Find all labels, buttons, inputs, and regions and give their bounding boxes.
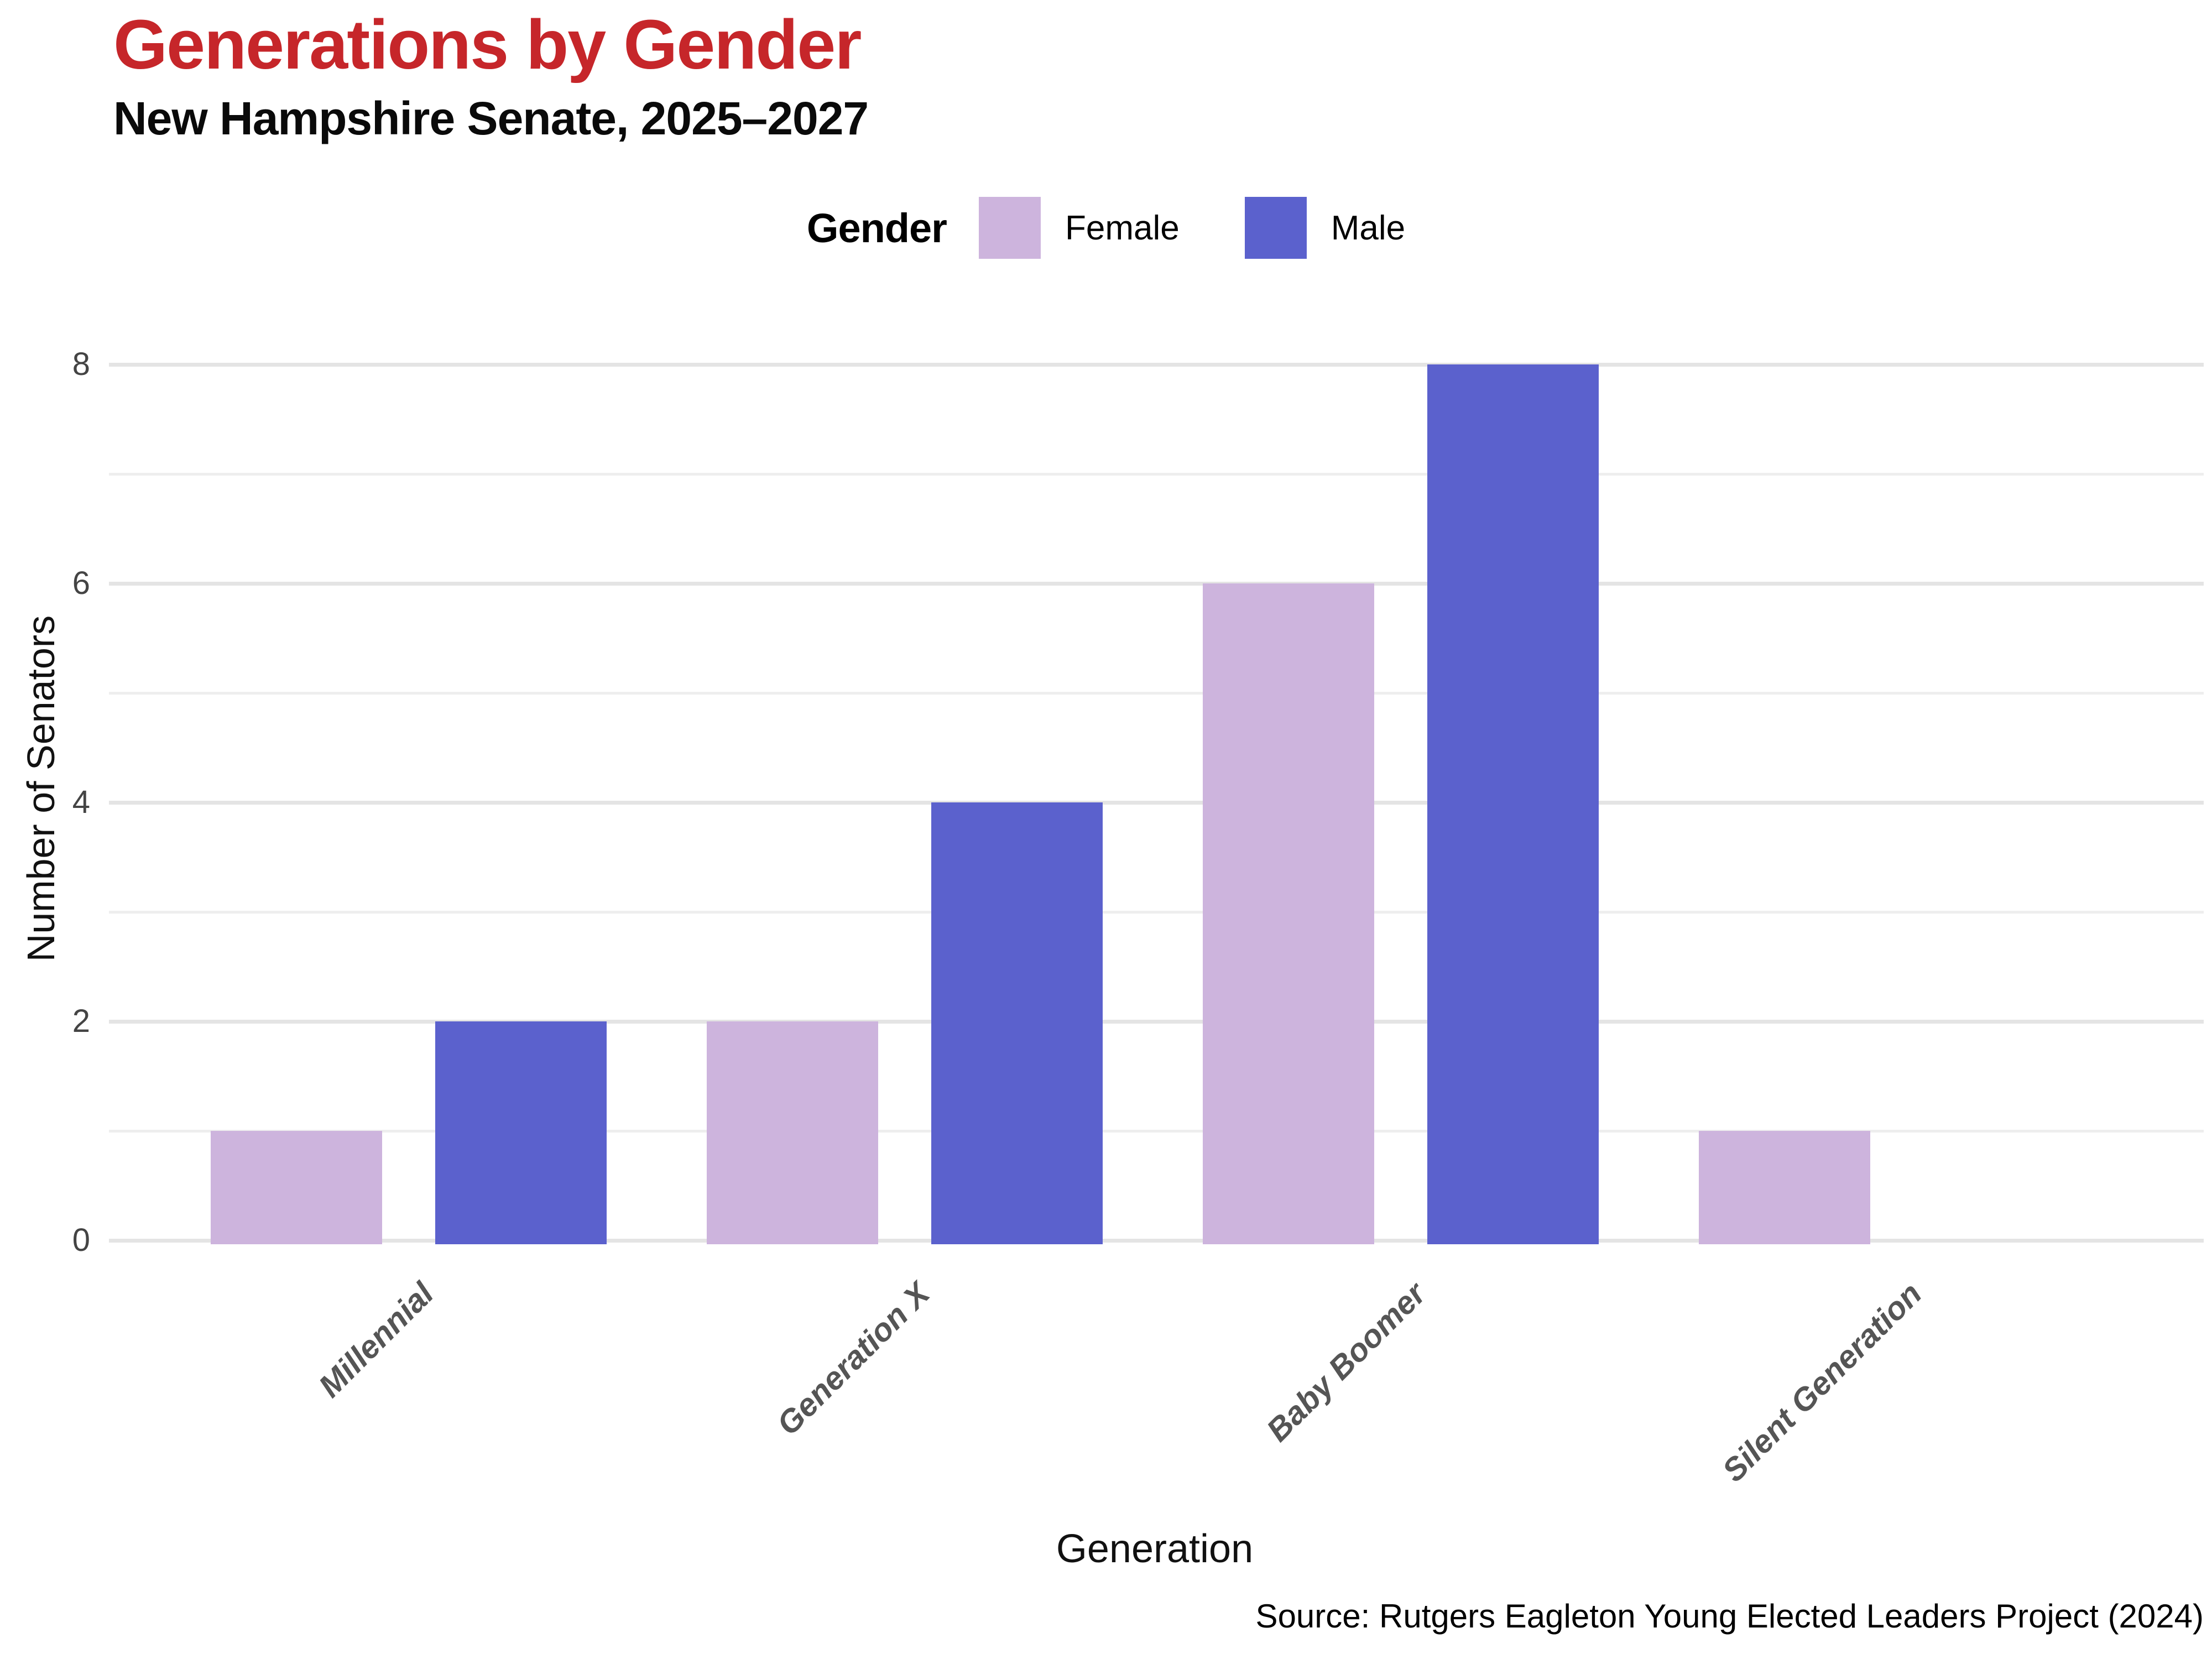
y-tick-label-8: 8 [72,346,90,382]
bar-millennial-female [211,1131,382,1244]
minor-gridline-7 [109,473,2204,476]
chart-subtitle: New Hampshire Senate, 2025–2027 [113,92,869,144]
major-gridline-0 [109,1239,2204,1243]
legend-swatch-male [1244,197,1307,259]
y-tick-label-0: 0 [72,1222,90,1258]
bar-millennial-male [435,1021,607,1244]
y-tick-label-4: 4 [72,784,90,820]
major-gridline-8 [109,363,2204,367]
legend-label-male: Male [1331,208,1406,247]
y-axis-title: Number of Senators [19,615,62,962]
y-tick-label-6: 6 [72,565,90,601]
source-note: Source: Rutgers Eagleton Young Elected L… [1255,1598,2204,1635]
minor-gridline-3 [109,911,2204,914]
chart-title: Generations by Gender [113,6,862,84]
legend-swatch-female [978,197,1041,259]
bar-baby-boomer-female [1203,583,1374,1244]
bar-silent-generation-female [1699,1131,1870,1244]
major-gridline-2 [109,1020,2204,1024]
minor-gridline-5 [109,692,2204,695]
bar-baby-boomer-male [1427,364,1599,1244]
x-axis-title: Generation [1056,1527,1254,1571]
major-gridline-6 [109,582,2204,586]
legend-label-female: Female [1065,208,1180,247]
major-gridline-4 [109,801,2204,805]
legend-title: Gender [806,205,947,251]
legend: Gender Female Male [0,195,2212,261]
minor-gridline-1 [109,1130,2204,1133]
bar-generation-x-female [707,1021,878,1244]
y-tick-label-2: 2 [72,1003,90,1039]
bar-generation-x-male [931,802,1103,1244]
